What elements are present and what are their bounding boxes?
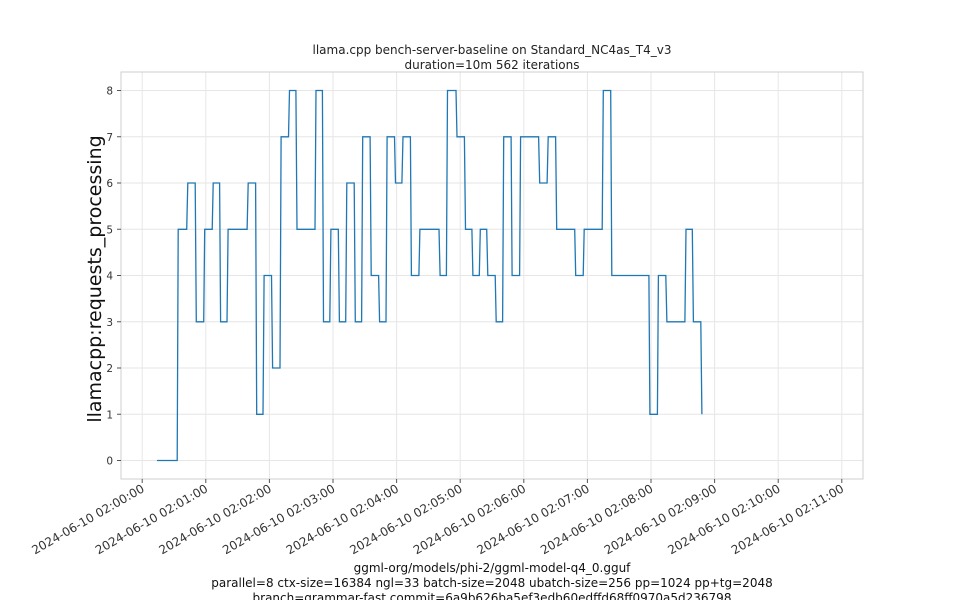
y-tick-label: 3 xyxy=(106,317,113,329)
chart-subtitle: duration=10m 562 iterations xyxy=(405,58,580,72)
x-tick-label: 2024-06-10 02:09:00 xyxy=(602,481,719,557)
y-axis-label: llamacpp:requests_processing xyxy=(84,135,106,422)
x-tick-label: 2024-06-10 02:04:00 xyxy=(284,481,401,557)
x-tick-label: 2024-06-10 02:00:00 xyxy=(29,481,146,557)
y-tick-label: 8 xyxy=(106,86,113,98)
y-tick-label: 7 xyxy=(106,132,113,144)
x-tick-label: 2024-06-10 02:10:00 xyxy=(665,481,782,557)
x-tick-label: 2024-06-10 02:06:00 xyxy=(411,481,528,557)
footer-params: parallel=8 ctx-size=16384 ngl=33 batch-s… xyxy=(211,576,772,590)
y-tick-label: 1 xyxy=(106,409,113,421)
y-tick-label: 4 xyxy=(106,271,113,283)
x-tick-label: 2024-06-10 02:08:00 xyxy=(538,481,655,557)
chart-title: llama.cpp bench-server-baseline on Stand… xyxy=(313,43,672,57)
x-tick-label: 2024-06-10 02:01:00 xyxy=(93,481,210,557)
x-tick-label: 2024-06-10 02:07:00 xyxy=(475,481,592,557)
y-tick-label: 5 xyxy=(106,224,113,236)
x-tick-label: 2024-06-10 02:11:00 xyxy=(729,481,846,557)
x-tick-label: 2024-06-10 02:05:00 xyxy=(347,481,464,557)
x-tick-label: 2024-06-10 02:02:00 xyxy=(157,481,274,557)
y-tick-label: 6 xyxy=(106,178,113,190)
series-line xyxy=(157,89,703,462)
y-tick-label: 0 xyxy=(106,456,113,468)
footer-model: ggml-org/models/phi-2/ggml-model-q4_0.gg… xyxy=(354,561,632,575)
y-tick-label: 2 xyxy=(106,363,113,375)
x-tick-label: 2024-06-10 02:03:00 xyxy=(220,481,337,557)
y-axis: 0 1 2 3 4 5 6 7 8 xyxy=(106,86,121,468)
footer-branch: branch=grammar-fast commit=6a9b626ba5ef3… xyxy=(253,591,732,600)
